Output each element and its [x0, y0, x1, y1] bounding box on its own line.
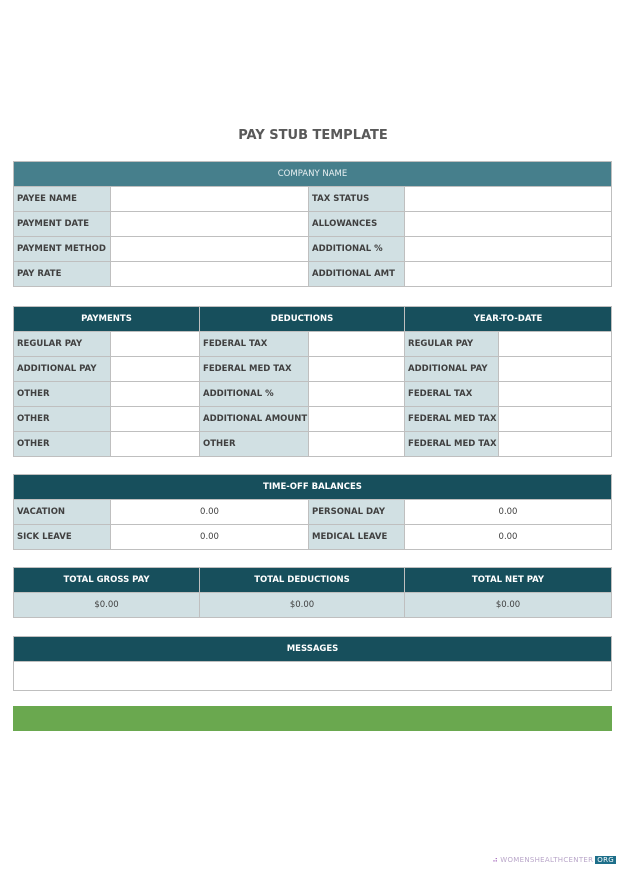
- ytd-value[interactable]: [498, 356, 612, 382]
- logo-dots-icon: ⠴: [492, 855, 499, 864]
- total-deductions-value[interactable]: $0.00: [199, 592, 405, 618]
- timeoff-table: TIME-OFF BALANCES VACATION 0.00 PERSONAL D…: [13, 474, 612, 550]
- field-label: ADDITIONAL AMT: [308, 261, 405, 287]
- ytd-label: FEDERAL MED TAX: [404, 431, 500, 457]
- company-row: PAYMENT METHOD ADDITIONAL %: [13, 236, 612, 262]
- field-label: ADDITIONAL %: [308, 236, 405, 262]
- timeoff-header: TIME-OFF BALANCES: [13, 474, 612, 500]
- payment-label: OTHER: [13, 431, 111, 457]
- timeoff-value[interactable]: 0.00: [404, 524, 612, 550]
- field-value[interactable]: [110, 186, 309, 212]
- field-value[interactable]: [404, 211, 612, 237]
- company-name-header: COMPANY NAME: [13, 161, 612, 187]
- field-label: PAYMENT METHOD: [13, 236, 111, 262]
- timeoff-label: VACATION: [13, 499, 111, 525]
- field-label: TAX STATUS: [308, 186, 405, 212]
- deduction-label: FEDERAL TAX: [199, 331, 310, 357]
- total-gross-header: TOTAL GROSS PAY: [13, 567, 200, 593]
- field-value[interactable]: [404, 236, 612, 262]
- breakdown-row: REGULAR PAY FEDERAL TAX REGULAR PAY: [13, 331, 612, 357]
- timeoff-label: MEDICAL LEAVE: [308, 524, 405, 550]
- payment-value[interactable]: [109, 431, 201, 457]
- payment-label: REGULAR PAY: [13, 331, 111, 357]
- field-label: ALLOWANCES: [308, 211, 405, 237]
- timeoff-value[interactable]: 0.00: [110, 499, 309, 525]
- field-value[interactable]: [110, 211, 309, 237]
- breakdown-row: OTHER ADDITIONAL % FEDERAL TAX: [13, 381, 612, 407]
- payments-header: PAYMENTS: [12, 306, 201, 332]
- logo-tld: ORG: [595, 855, 616, 864]
- ytd-label: FEDERAL TAX: [404, 381, 500, 407]
- breakdown-row: ADDITIONAL PAY FEDERAL MED TAX ADDITIONAL …: [13, 356, 612, 382]
- ytd-value[interactable]: [498, 431, 612, 457]
- ytd-label: FEDERAL MED TAX: [404, 406, 500, 432]
- payment-value[interactable]: [109, 356, 201, 382]
- deductions-header: DEDUCTIONS: [199, 306, 406, 332]
- page-title: PAY STUB TEMPLATE: [238, 128, 388, 143]
- deduction-label: ADDITIONAL AMOUNT: [199, 406, 310, 432]
- company-row: PAYMENT DATE ALLOWANCES: [13, 211, 612, 237]
- messages-table: MESSAGES: [13, 636, 612, 691]
- field-value[interactable]: [404, 261, 612, 287]
- breakdown-row: OTHER OTHER FEDERAL MED TAX: [13, 431, 612, 457]
- logo-name: WOMENSHEALTHCENTER: [500, 855, 594, 864]
- company-table: COMPANY NAME PAYEE NAME TAX STATUS PAYMENT…: [13, 161, 612, 287]
- field-label: PAYEE NAME: [13, 186, 111, 212]
- messages-field[interactable]: [13, 661, 612, 691]
- payment-label: OTHER: [13, 381, 111, 407]
- ytd-header: YEAR-TO-DATE: [404, 306, 612, 332]
- ytd-value[interactable]: [498, 331, 612, 357]
- breakdown-table: PAYMENTS DEDUCTIONS YEAR-TO-DATE REGULAR…: [12, 306, 612, 457]
- payment-label: OTHER: [13, 406, 111, 432]
- field-value[interactable]: [110, 236, 309, 262]
- deduction-value[interactable]: [308, 431, 406, 457]
- timeoff-label: PERSONAL DAY: [308, 499, 405, 525]
- deduction-label: ADDITIONAL %: [199, 381, 310, 407]
- messages-header: MESSAGES: [13, 636, 612, 662]
- payment-label: ADDITIONAL PAY: [13, 356, 111, 382]
- deduction-value[interactable]: [308, 381, 406, 407]
- timeoff-value[interactable]: 0.00: [404, 499, 612, 525]
- field-label: PAYMENT DATE: [13, 211, 111, 237]
- ytd-value[interactable]: [498, 381, 612, 407]
- company-row: PAY RATE ADDITIONAL AMT: [13, 261, 612, 287]
- ytd-value[interactable]: [498, 406, 612, 432]
- deduction-label: OTHER: [199, 431, 310, 457]
- footer-bar: [13, 706, 612, 731]
- total-net-header: TOTAL NET PAY: [404, 567, 612, 593]
- deduction-value[interactable]: [308, 331, 406, 357]
- field-value[interactable]: [404, 186, 612, 212]
- site-logo: ⠴ WOMENSHEALTHCENTER ORG: [492, 855, 616, 864]
- breakdown-row: OTHER ADDITIONAL AMOUNT FEDERAL MED TAX: [13, 406, 612, 432]
- totals-table: TOTAL GROSS PAY TOTAL DEDUCTIONS TOTAL N…: [13, 567, 612, 618]
- timeoff-label: SICK LEAVE: [13, 524, 111, 550]
- payment-value[interactable]: [109, 381, 201, 407]
- payment-value[interactable]: [109, 406, 201, 432]
- ytd-label: ADDITIONAL PAY: [404, 356, 500, 382]
- total-net-value[interactable]: $0.00: [404, 592, 612, 618]
- deduction-value[interactable]: [308, 406, 406, 432]
- timeoff-row: VACATION 0.00 PERSONAL DAY 0.00: [13, 499, 612, 525]
- deduction-value[interactable]: [308, 356, 406, 382]
- timeoff-row: SICK LEAVE 0.00 MEDICAL LEAVE 0.00: [13, 524, 612, 550]
- total-gross-value[interactable]: $0.00: [13, 592, 200, 618]
- company-row: PAYEE NAME TAX STATUS: [13, 186, 612, 212]
- timeoff-value[interactable]: 0.00: [110, 524, 309, 550]
- payment-value[interactable]: [109, 331, 201, 357]
- ytd-label: REGULAR PAY: [404, 331, 500, 357]
- total-deductions-header: TOTAL DEDUCTIONS: [199, 567, 405, 593]
- field-label: PAY RATE: [13, 261, 111, 287]
- deduction-label: FEDERAL MED TAX: [199, 356, 310, 382]
- field-value[interactable]: [110, 261, 309, 287]
